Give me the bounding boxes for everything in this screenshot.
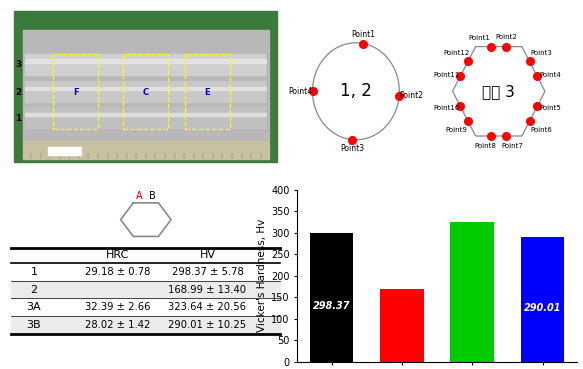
Bar [26,87,266,90]
Text: A: A [136,192,142,201]
Text: Point4: Point4 [288,87,312,96]
Text: 육각 3: 육각 3 [482,84,515,99]
Text: HV: HV [199,250,216,261]
Text: Point11: Point11 [433,72,459,78]
Bar [185,54,230,129]
Bar [380,289,424,362]
Bar [12,281,280,299]
Text: 1: 1 [15,114,21,123]
Text: 2: 2 [30,284,37,294]
Text: Point7: Point7 [501,143,523,149]
Text: 3: 3 [15,60,21,69]
Text: Point2: Point2 [496,34,517,40]
Text: 290.01 ± 10.25: 290.01 ± 10.25 [168,320,247,330]
Bar [26,81,266,103]
Bar [310,233,353,362]
Text: Point1: Point1 [468,35,490,41]
Bar [23,30,269,141]
Text: B: B [149,192,156,201]
Bar [26,59,266,62]
Text: 3A: 3A [26,302,41,312]
Text: 290.01: 290.01 [524,303,561,313]
Bar [124,54,168,129]
Text: 2: 2 [15,88,21,97]
Bar [14,11,278,162]
Text: Point8: Point8 [475,143,496,149]
Text: Point3: Point3 [340,144,364,153]
Bar [521,237,564,362]
Bar [12,316,280,334]
Text: 32.39 ± 2.66: 32.39 ± 2.66 [85,302,150,312]
Text: Point10: Point10 [433,105,459,111]
Text: Point9: Point9 [445,127,467,133]
Y-axis label: Vicker's Hardness, Hv: Vicker's Hardness, Hv [257,219,266,332]
Text: 323.64 ± 20.56: 323.64 ± 20.56 [168,302,247,312]
Text: Point12: Point12 [443,50,469,56]
Text: 323.64: 323.64 [454,292,491,302]
Text: 168.99 ± 13.40: 168.99 ± 13.40 [168,284,247,294]
Text: Point6: Point6 [531,127,552,133]
Bar [54,54,99,129]
Text: F: F [73,88,79,97]
Bar [26,113,266,116]
Text: Point1: Point1 [352,30,375,39]
Text: C: C [143,88,149,97]
Text: 28.02 ± 1.42: 28.02 ± 1.42 [85,320,150,330]
Text: 168.99: 168.99 [383,324,421,334]
Text: 1, 2: 1, 2 [340,82,372,100]
Bar [26,54,266,76]
Text: 298.37: 298.37 [313,301,350,311]
Text: Point2: Point2 [399,91,423,100]
Text: 298.37 ± 5.78: 298.37 ± 5.78 [171,267,243,277]
Text: Point5: Point5 [540,105,561,111]
Bar [48,146,82,155]
Text: HRC: HRC [106,250,129,261]
Bar [23,141,269,159]
Text: Point4: Point4 [540,72,561,78]
Bar [451,223,494,362]
Text: Point3: Point3 [531,50,552,56]
Text: 29.18 ± 0.78: 29.18 ± 0.78 [85,267,150,277]
Bar [26,107,266,129]
Text: E: E [205,88,210,97]
Text: 3B: 3B [26,320,41,330]
Text: 1: 1 [30,267,37,277]
